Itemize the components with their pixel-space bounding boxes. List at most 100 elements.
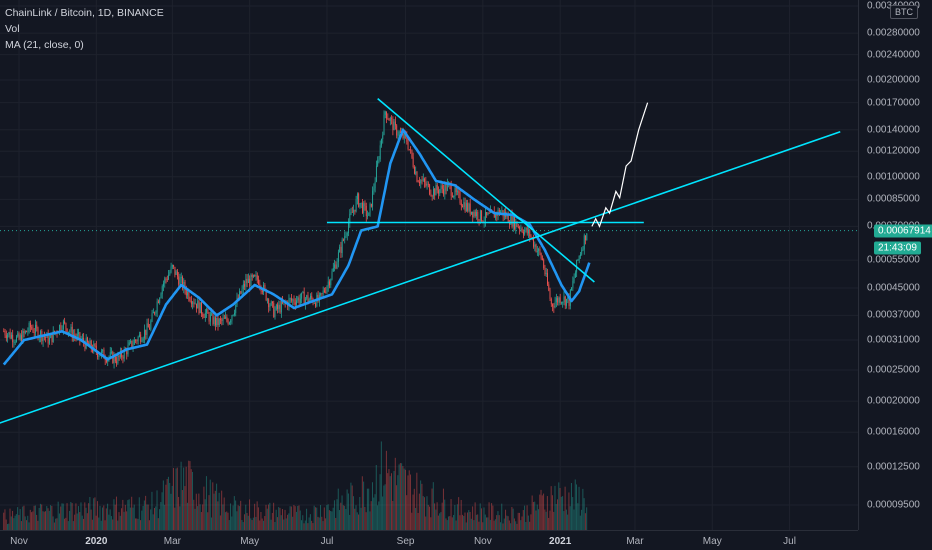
- volume-bar: [195, 493, 197, 530]
- candle-body: [438, 190, 439, 194]
- candle-body: [289, 298, 291, 300]
- volume-bar: [513, 518, 515, 530]
- candle-body: [350, 212, 352, 214]
- candle-body: [254, 275, 256, 277]
- volume-bar: [364, 506, 366, 530]
- volume-bar: [74, 514, 76, 530]
- symbol-title[interactable]: ChainLink / Bitcoin, 1D, BINANCE: [5, 7, 164, 19]
- candle-body: [429, 184, 431, 195]
- volume-bar: [77, 506, 79, 530]
- price-chart[interactable]: [0, 0, 858, 530]
- candle-body: [369, 203, 371, 213]
- volume-bar: [379, 474, 381, 530]
- candle-body: [45, 337, 47, 338]
- candle-body: [359, 203, 361, 207]
- price-tick-label: 0.00100000: [867, 171, 920, 183]
- candle-body: [89, 340, 91, 346]
- candle-body: [463, 202, 465, 208]
- volume-bar: [375, 464, 377, 530]
- volume-bar: [98, 517, 100, 530]
- volume-bar: [250, 518, 252, 530]
- volume-bar: [368, 488, 370, 530]
- candle-body: [304, 298, 306, 305]
- volume-bar: [249, 499, 251, 530]
- volume-bar: [212, 482, 214, 530]
- candle-body: [303, 291, 305, 305]
- candle-body: [84, 342, 86, 349]
- volume-bar: [300, 520, 303, 530]
- candle-body: [118, 355, 120, 357]
- candle-body: [567, 296, 569, 300]
- candle-body: [467, 203, 469, 211]
- candle-body: [76, 333, 78, 338]
- candle-body: [149, 327, 150, 330]
- volume-bar: [565, 509, 567, 530]
- candle-body: [147, 323, 149, 328]
- volume-bar: [522, 510, 524, 530]
- candle-body: [164, 278, 166, 284]
- candle-body: [426, 183, 428, 186]
- candle-body: [173, 265, 175, 267]
- volume-bar: [578, 486, 580, 530]
- volume-bar: [213, 493, 215, 530]
- volume-bar: [134, 518, 136, 530]
- candle-body: [421, 180, 423, 181]
- volume-bar: [127, 500, 129, 530]
- volume-bar: [156, 490, 158, 530]
- candle-body: [165, 278, 167, 280]
- ma-legend[interactable]: MA (21, close, 0): [5, 39, 84, 51]
- candle-body: [367, 215, 368, 217]
- volume-bar: [534, 501, 536, 530]
- candle-body: [517, 226, 519, 228]
- candle-body: [313, 303, 315, 304]
- volume-bar: [231, 516, 233, 530]
- volume-bar: [530, 514, 532, 530]
- candle-body: [410, 149, 412, 151]
- volume-bar: [564, 486, 566, 530]
- volume-bar: [255, 516, 257, 530]
- currency-unit-badge[interactable]: BTC: [890, 5, 918, 19]
- volume-bar: [236, 511, 238, 530]
- volume-bar: [541, 495, 543, 530]
- volume-bar: [6, 524, 8, 530]
- volume-bar: [333, 500, 335, 530]
- price-tick-label: 0.00240000: [867, 49, 920, 61]
- volume-bar: [455, 520, 457, 530]
- price-tick-label: 0.00016000: [867, 426, 920, 438]
- candle-body: [540, 253, 542, 259]
- volume-bar: [276, 517, 278, 530]
- candle-body: [364, 203, 366, 206]
- candle-body: [340, 246, 342, 254]
- candle-body: [225, 316, 227, 319]
- candle-body: [482, 221, 484, 223]
- volume-bar: [320, 505, 322, 530]
- volume-bar: [94, 497, 96, 530]
- time-axis[interactable]: Nov 2020 Mar May Jul Sep Nov 2021 Mar May Jul: [0, 530, 858, 550]
- candle-body: [400, 131, 401, 133]
- price-axis[interactable]: 0.003400000.002800000.002400000.00200000…: [858, 0, 932, 530]
- volume-bar: [264, 516, 266, 530]
- candle-body: [154, 312, 156, 314]
- volume-bar: [18, 515, 20, 530]
- candle-body: [213, 317, 215, 325]
- candle-body: [268, 299, 270, 308]
- candle-body: [578, 255, 580, 260]
- candle-body: [453, 195, 455, 197]
- volume-bar: [326, 505, 328, 530]
- volume-bar: [102, 507, 104, 530]
- volume-bar: [281, 509, 284, 530]
- candle-body: [432, 188, 434, 197]
- volume-bar: [283, 519, 285, 530]
- volume-legend[interactable]: Vol: [5, 23, 20, 35]
- candle-body: [402, 132, 404, 139]
- volume-bar: [10, 516, 12, 530]
- candle-body: [261, 290, 263, 293]
- descending-trendline: [377, 98, 595, 283]
- volume-bar: [162, 480, 164, 530]
- candle-body: [412, 157, 414, 168]
- volume-bar: [308, 517, 310, 530]
- volume-bar: [535, 510, 537, 530]
- candle-body: [168, 274, 170, 280]
- volume-bar: [294, 506, 296, 530]
